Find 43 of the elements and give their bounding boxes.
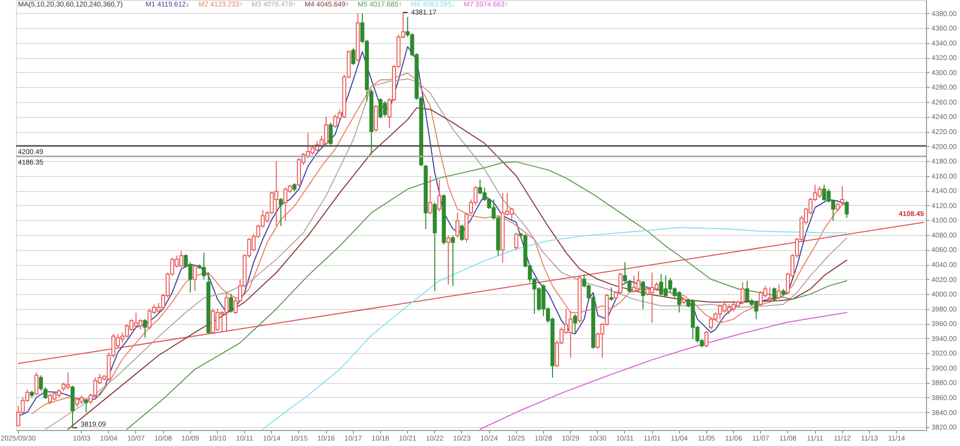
candlestick (455, 212, 460, 238)
candlestick (70, 385, 75, 428)
candlestick (772, 286, 776, 302)
candlestick (382, 100, 387, 118)
candlestick (768, 286, 772, 302)
candlestick (641, 280, 646, 310)
candlestick (840, 186, 844, 206)
candlestick (192, 264, 197, 292)
candlestick (745, 280, 750, 303)
candlestick (428, 175, 432, 215)
candlestick (84, 398, 88, 413)
candlestick (202, 252, 206, 280)
candlestick (328, 122, 333, 146)
candlestick (75, 396, 80, 408)
line-series (480, 312, 848, 430)
candlestick (38, 374, 43, 392)
line-series (126, 161, 848, 430)
candlestick (274, 160, 278, 227)
candlestick (573, 314, 578, 333)
candlestick (514, 232, 518, 250)
candlestick (627, 280, 632, 294)
candlestick (659, 274, 664, 296)
candlestick (351, 48, 356, 66)
line-series (262, 227, 848, 430)
candlestick (622, 262, 627, 283)
candlestick (609, 286, 614, 302)
candlestick (148, 308, 152, 330)
candlestick (450, 235, 455, 286)
candlestick (229, 294, 234, 314)
candlestick (143, 318, 148, 338)
candlestick (822, 184, 826, 202)
candlestick (776, 284, 781, 300)
candlestick (460, 224, 464, 242)
candlestick (618, 272, 622, 295)
candlestick (34, 372, 38, 396)
candlestick (844, 200, 849, 218)
candlestick (278, 198, 283, 227)
candlestick (374, 104, 378, 132)
candlestick (704, 330, 708, 348)
candlestick (437, 179, 442, 212)
candlestick (446, 235, 450, 285)
candlestick (43, 386, 48, 400)
candlestick (333, 114, 338, 128)
